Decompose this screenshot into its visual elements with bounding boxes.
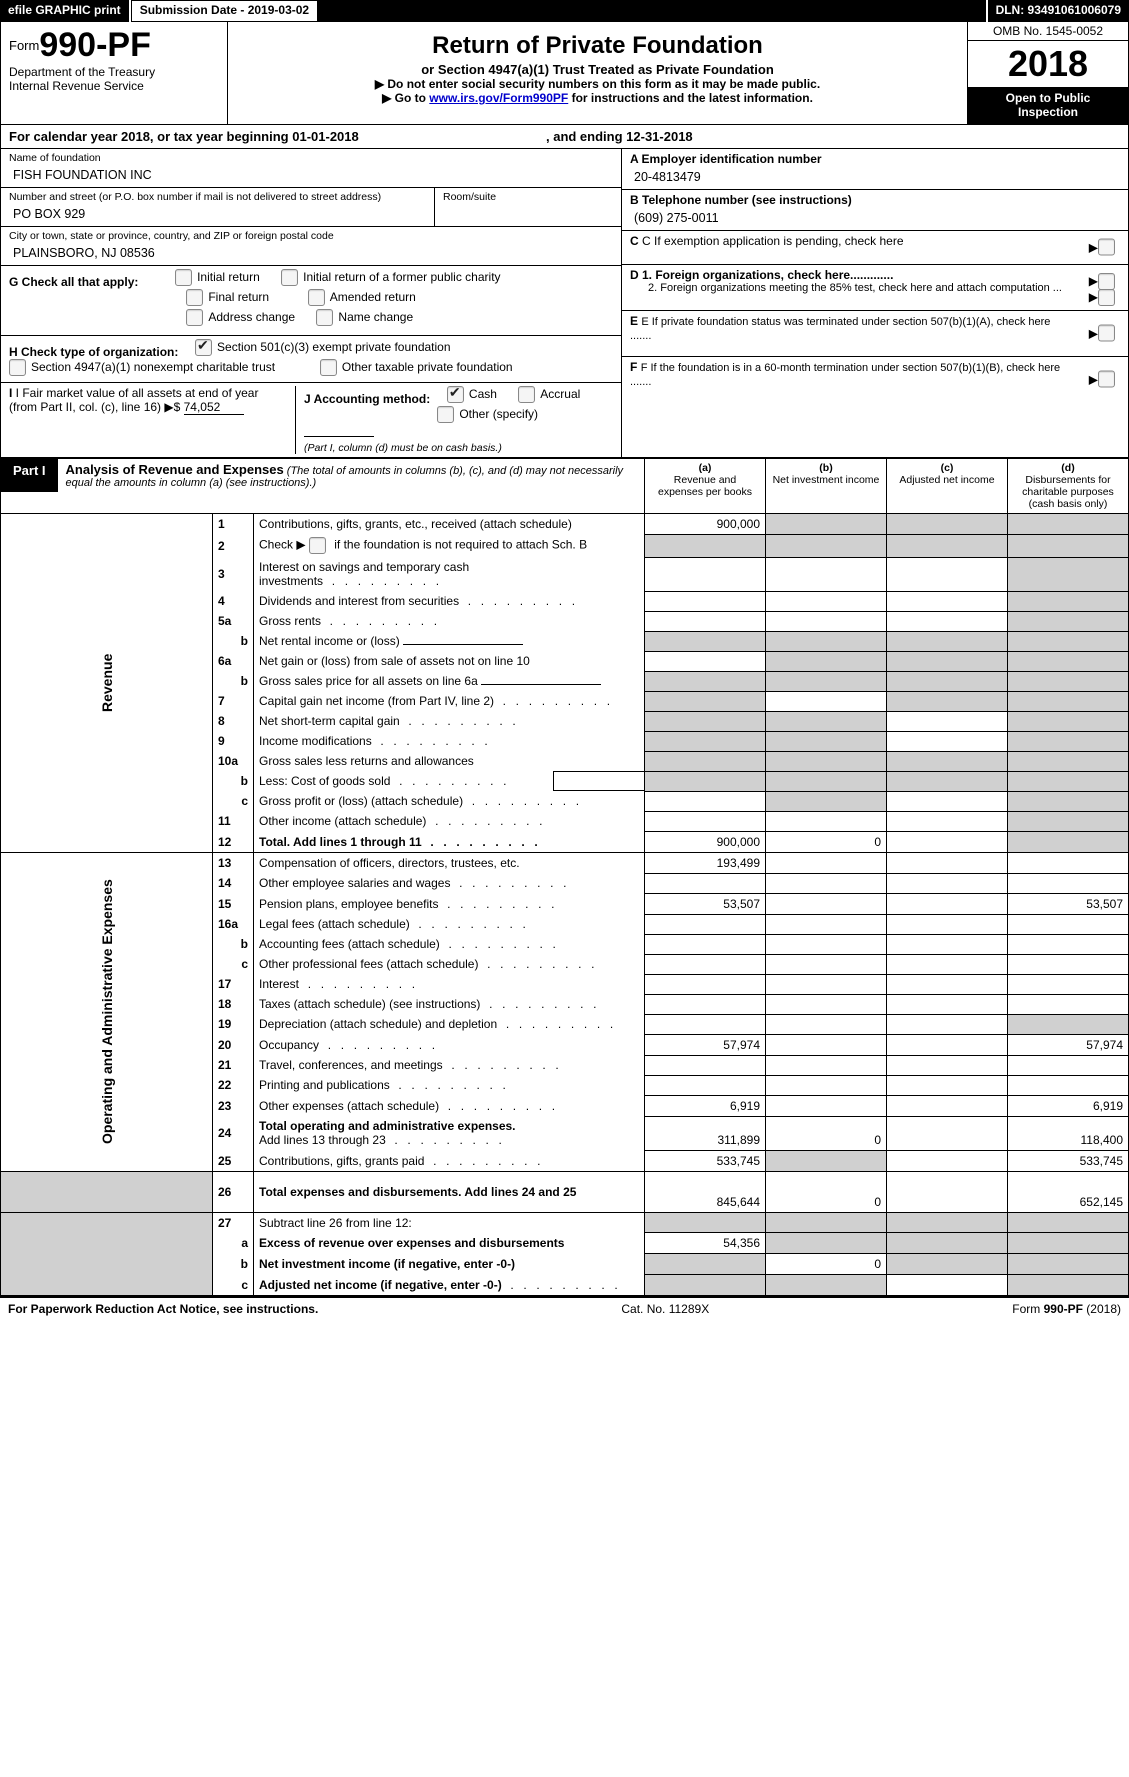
section-i: I I Fair market value of all assets at e…: [9, 386, 296, 454]
footer-right: Form 990-PF (2018): [1012, 1302, 1121, 1316]
chk-other-taxable[interactable]: Other taxable private foundation: [320, 359, 513, 376]
chk-name-change[interactable]: Name change: [316, 309, 413, 326]
chk-501c3[interactable]: Section 501(c)(3) exempt private foundat…: [195, 339, 450, 356]
header-left: Form990-PF Department of the Treasury In…: [1, 22, 228, 124]
row-27: 27 Subtract line 26 from line 12:: [1, 1212, 1129, 1233]
ein-label: A Employer identification number: [630, 152, 1120, 166]
tax-year-end: 12-31-2018: [626, 129, 693, 144]
expenses-side-label: Operating and Administrative Expenses: [1, 852, 213, 1171]
efile-tab: efile GRAPHIC print: [0, 0, 131, 22]
footer-center: Cat. No. 11289X: [621, 1302, 709, 1316]
info-grid: Name of foundation FISH FOUNDATION INC N…: [0, 149, 1129, 457]
section-ij: I I Fair market value of all assets at e…: [1, 383, 621, 457]
dln-tab: DLN: 93491061006079: [988, 0, 1129, 22]
submission-date-tab: Submission Date - 2019-03-02: [131, 0, 318, 22]
section-c: C C If exemption application is pending,…: [622, 231, 1128, 265]
dept-line-2: Internal Revenue Service: [9, 79, 219, 93]
ein-cell: A Employer identification number 20-4813…: [622, 149, 1128, 190]
irs-link[interactable]: www.irs.gov/Form990PF: [429, 91, 568, 105]
chk-d2[interactable]: ▶: [1089, 289, 1120, 306]
form-prefix: Form: [9, 38, 39, 53]
part1-header-row: Part I Analysis of Revenue and Expenses …: [1, 458, 1129, 514]
room-label: Room/suite: [443, 191, 613, 203]
col-a-header: (a)Revenue and expenses per books: [645, 458, 766, 514]
chk-amended[interactable]: Amended return: [308, 289, 416, 306]
info-left: Name of foundation FISH FOUNDATION INC N…: [1, 149, 621, 457]
foundation-name-cell: Name of foundation FISH FOUNDATION INC: [1, 149, 621, 188]
col-b-header: (b)Net investment income: [766, 458, 887, 514]
dept-line-1: Department of the Treasury: [9, 65, 219, 79]
chk-c[interactable]: ▶: [1089, 239, 1120, 256]
form-title: Return of Private Foundation: [236, 32, 959, 60]
chk-initial-return[interactable]: Initial return: [175, 269, 260, 286]
footer-left: For Paperwork Reduction Act Notice, see …: [8, 1302, 318, 1316]
calendar-year-row: For calendar year 2018, or tax year begi…: [0, 125, 1129, 149]
street-cell: Number and street (or P.O. box number if…: [1, 188, 435, 226]
foundation-name-label: Name of foundation: [9, 152, 613, 164]
chk-final-return[interactable]: Final return: [186, 289, 269, 306]
section-e: E E If private foundation status was ter…: [622, 311, 1128, 357]
part1-table: Part I Analysis of Revenue and Expenses …: [0, 457, 1129, 1296]
room-cell: Room/suite: [435, 188, 621, 226]
omb-number: OMB No. 1545-0052: [968, 22, 1128, 41]
form-subtitle: or Section 4947(a)(1) Trust Treated as P…: [236, 62, 959, 77]
section-f: F F If the foundation is in a 60-month t…: [622, 357, 1128, 402]
chk-address-change[interactable]: Address change: [186, 309, 295, 326]
col-c-header: (c)Adjusted net income: [887, 458, 1008, 514]
fmv-value: 74,052: [184, 400, 244, 415]
street-label: Number and street (or P.O. box number if…: [9, 191, 426, 203]
foundation-name: FISH FOUNDATION INC: [9, 164, 613, 184]
part1-desc: Analysis of Revenue and Expenses (The to…: [58, 459, 644, 492]
info-right: A Employer identification number 20-4813…: [621, 149, 1128, 457]
page-footer: For Paperwork Reduction Act Notice, see …: [0, 1296, 1129, 1320]
col-d-header: (d)Disbursements for charitable purposes…: [1008, 458, 1129, 514]
form-no-big: 990-PF: [39, 26, 151, 64]
chk-e[interactable]: ▶: [1089, 325, 1120, 342]
chk-accrual[interactable]: Accrual: [518, 386, 580, 403]
section-j: J Accounting method: Cash Accrual Other …: [296, 386, 613, 454]
revenue-side-label: Revenue: [1, 513, 213, 852]
chk-initial-former[interactable]: Initial return of a former public charit…: [281, 269, 500, 286]
form-note-2: ▶ Go to www.irs.gov/Form990PF for instru…: [236, 91, 959, 105]
part1-label: Part I: [1, 459, 58, 492]
tel-value: (609) 275-0011: [630, 207, 1120, 227]
form-number: Form990-PF: [9, 26, 219, 65]
form-note-1: ▶ Do not enter social security numbers o…: [236, 77, 959, 91]
g-label: G Check all that apply:: [9, 275, 138, 289]
street-value: PO BOX 929: [9, 203, 426, 223]
form-header: Form990-PF Department of the Treasury In…: [0, 22, 1129, 125]
section-h: H Check type of organization: Section 50…: [1, 336, 621, 383]
row-26: 26 Total expenses and disbursements. Add…: [1, 1171, 1129, 1212]
city-label: City or town, state or province, country…: [9, 230, 613, 242]
row-1: Revenue 1 Contributions, gifts, grants, …: [1, 513, 1129, 534]
section-g: G Check all that apply: Initial return I…: [1, 266, 621, 336]
top-bar: efile GRAPHIC print Submission Date - 20…: [0, 0, 1129, 22]
chk-other-method[interactable]: Other (specify): [437, 406, 538, 423]
chk-sch-b[interactable]: [309, 537, 326, 554]
tax-year-begin: 01-01-2018: [292, 129, 359, 144]
tel-label: B Telephone number (see instructions): [630, 193, 1120, 207]
header-right: OMB No. 1545-0052 2018 Open to Public In…: [967, 22, 1128, 124]
tax-year: 2018: [968, 41, 1128, 87]
chk-4947[interactable]: Section 4947(a)(1) nonexempt charitable …: [9, 359, 275, 376]
open-to-public: Open to Public Inspection: [968, 87, 1128, 124]
header-center: Return of Private Foundation or Section …: [228, 22, 967, 124]
chk-f[interactable]: ▶: [1089, 371, 1120, 388]
city-cell: City or town, state or province, country…: [1, 227, 621, 266]
chk-d1[interactable]: ▶: [1089, 273, 1120, 290]
address-row: Number and street (or P.O. box number if…: [1, 188, 621, 227]
ein-value: 20-4813479: [630, 166, 1120, 186]
city-value: PLAINSBORO, NJ 08536: [9, 242, 613, 262]
h-label: H Check type of organization:: [9, 345, 178, 359]
section-d: D 1. Foreign organizations, check here..…: [622, 265, 1128, 311]
chk-cash[interactable]: Cash: [447, 386, 497, 403]
topbar-spacer: [318, 0, 987, 22]
tel-cell: B Telephone number (see instructions) (6…: [622, 190, 1128, 231]
row-13: Operating and Administrative Expenses 13…: [1, 852, 1129, 873]
j-note: (Part I, column (d) must be on cash basi…: [304, 442, 502, 454]
